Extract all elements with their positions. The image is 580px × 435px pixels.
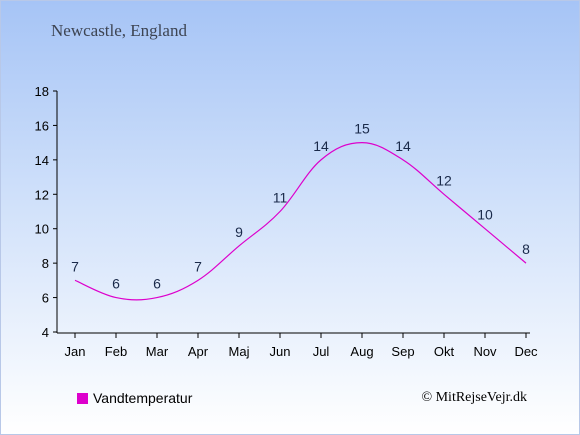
data-label-jun: 11 <box>273 190 288 206</box>
x-tick-label-aug: Aug <box>350 344 373 359</box>
x-tick-label-nov: Nov <box>473 344 497 359</box>
copyright-text: © MitRejseVejr.dk <box>421 390 527 405</box>
data-label-feb: 6 <box>112 276 120 292</box>
axis-ticks: 4 6 8 10 12 14 16 18 Jan Feb Mar Apr Maj Jun Jul Aug Sep… <box>35 84 539 359</box>
y-tick-label-6: 6 <box>42 291 49 306</box>
x-tick-label-jun: Jun <box>270 344 291 359</box>
x-tick-label-feb: Feb <box>105 344 127 359</box>
axes <box>56 91 530 334</box>
location-title: Newcastle, England <box>51 21 187 40</box>
data-label-apr: 7 <box>194 258 202 274</box>
x-tick-label-jul: Jul <box>313 344 330 359</box>
data-label-jan: 7 <box>71 258 79 274</box>
x-tick-label-mar: Mar <box>146 344 169 359</box>
data-label-aug: 15 <box>354 121 370 137</box>
data-label-jul: 14 <box>313 138 329 154</box>
data-label-sep: 14 <box>395 138 411 154</box>
legend-swatch <box>77 392 88 404</box>
data-label-dec: 8 <box>522 241 530 257</box>
y-tick-label-4: 4 <box>42 325 49 340</box>
y-tick-label-16: 16 <box>35 118 49 133</box>
data-label-okt: 12 <box>436 172 452 188</box>
legend-label: Vandtemperatur <box>93 390 193 406</box>
x-tick-label-maj: Maj <box>229 344 250 359</box>
series-layer <box>74 142 527 301</box>
series-line-vandtemperatur <box>74 142 527 301</box>
y-tick-label-14: 14 <box>35 153 49 168</box>
y-tick-label-12: 12 <box>35 187 49 202</box>
x-tick-label-apr: Apr <box>188 344 209 359</box>
x-tick-label-okt: Okt <box>434 344 455 359</box>
legend: Vandtemperatur <box>77 390 192 406</box>
data-label-maj: 9 <box>235 224 243 240</box>
data-labels: 7 6 6 7 9 11 14 15 14 12 10 8 <box>71 121 530 292</box>
y-tick-label-8: 8 <box>42 256 49 271</box>
data-label-nov: 10 <box>477 207 493 223</box>
x-tick-label-sep: Sep <box>391 344 414 359</box>
x-tick-label-jan: Jan <box>65 344 86 359</box>
y-tick-label-10: 10 <box>35 222 49 237</box>
y-tick-label-18: 18 <box>35 84 49 99</box>
x-tick-label-dec: Dec <box>514 344 538 359</box>
data-label-mar: 6 <box>153 276 161 292</box>
